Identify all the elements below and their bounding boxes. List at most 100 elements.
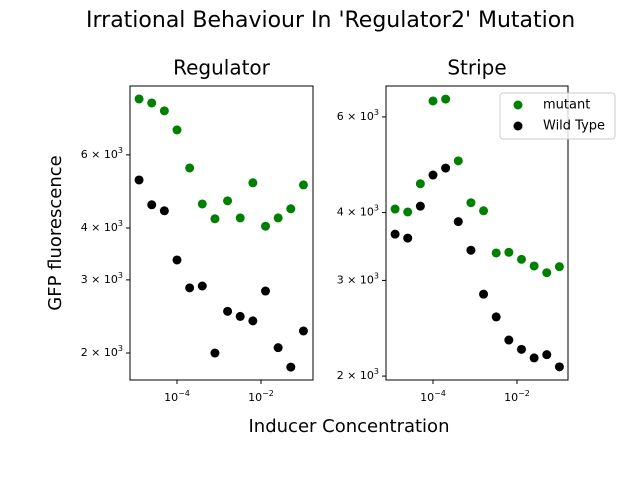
point xyxy=(479,206,489,216)
tick-label-exponent: 3 xyxy=(374,203,379,212)
tick-label-base: 2 × 10 xyxy=(337,369,374,382)
legend-box xyxy=(499,92,616,140)
legend-label: Wild Type xyxy=(543,119,605,134)
point xyxy=(248,316,258,326)
point xyxy=(529,353,539,363)
point xyxy=(159,106,169,116)
tick-label-exponent: 3 xyxy=(374,271,379,280)
tick-label-base: 4 × 10 xyxy=(81,221,118,234)
point xyxy=(261,286,271,296)
point xyxy=(286,204,296,214)
point xyxy=(159,206,169,216)
x-axis-label: Inducer Concentration xyxy=(249,416,450,437)
tick-label-base: 10 xyxy=(504,391,518,404)
tick-label-exponent: −2 xyxy=(262,389,274,398)
tick-label: 4 × 103 xyxy=(81,218,123,234)
tick-label-base: 10 xyxy=(248,391,262,404)
point xyxy=(185,163,195,173)
point xyxy=(504,335,514,345)
point xyxy=(134,175,144,185)
tick-label: 6 × 103 xyxy=(81,145,123,161)
tick-label-exponent: −4 xyxy=(434,389,446,398)
point xyxy=(542,350,552,360)
tick-label: 10−2 xyxy=(248,389,274,405)
point xyxy=(273,343,283,353)
point xyxy=(415,179,425,189)
point xyxy=(223,306,233,316)
point xyxy=(197,199,207,209)
legend-marker xyxy=(513,121,523,131)
point xyxy=(172,125,182,135)
point xyxy=(286,362,296,372)
point xyxy=(453,156,463,166)
point xyxy=(441,163,451,173)
tick-label-base: 2 × 10 xyxy=(81,346,118,359)
tick-label: 3 × 103 xyxy=(81,270,123,286)
point xyxy=(554,362,564,372)
tick-label-exponent: −2 xyxy=(518,389,530,398)
point xyxy=(223,196,233,206)
y-axis-label: GFP fluorescence xyxy=(45,155,66,310)
point xyxy=(542,268,552,278)
point xyxy=(516,254,526,264)
figure-title: Irrational Behaviour In 'Regulator2' Mut… xyxy=(86,8,575,33)
point xyxy=(390,204,400,214)
point xyxy=(298,180,308,190)
point xyxy=(415,201,425,211)
tick-label: 2 × 103 xyxy=(81,344,123,360)
point xyxy=(491,312,501,322)
tick-label: 2 × 103 xyxy=(337,367,379,383)
point xyxy=(453,217,463,227)
point xyxy=(516,344,526,354)
point xyxy=(428,96,438,106)
tick-label-exponent: 3 xyxy=(118,344,123,353)
tick-label-exponent: 3 xyxy=(118,218,123,227)
tick-label: 10−4 xyxy=(164,389,190,405)
point xyxy=(390,229,400,239)
point xyxy=(466,245,476,255)
plot-frame xyxy=(385,85,569,381)
point xyxy=(172,255,182,265)
legend-marker xyxy=(513,100,523,110)
point xyxy=(273,213,283,223)
point xyxy=(210,348,220,358)
point xyxy=(403,207,413,217)
point xyxy=(554,262,564,272)
tick-label-base: 3 × 10 xyxy=(337,273,374,286)
point xyxy=(403,233,413,243)
tick-label-base: 3 × 10 xyxy=(81,273,118,286)
point xyxy=(235,213,245,223)
tick-label-base: 10 xyxy=(164,391,178,404)
tick-label-exponent: 3 xyxy=(118,145,123,154)
point xyxy=(441,94,451,104)
tick-label-exponent: 3 xyxy=(374,107,379,116)
point xyxy=(466,198,476,208)
point xyxy=(134,94,144,104)
point xyxy=(491,248,501,258)
tick-label-base: 6 × 10 xyxy=(337,110,374,123)
point xyxy=(235,311,245,321)
tick-label: 10−4 xyxy=(420,389,446,405)
tick-label-base: 4 × 10 xyxy=(337,206,374,219)
subplot-title: Stripe xyxy=(447,56,506,80)
point xyxy=(298,326,308,336)
point xyxy=(428,170,438,180)
point xyxy=(479,289,489,299)
point xyxy=(185,283,195,293)
tick-label: 3 × 103 xyxy=(337,271,379,287)
tick-label-exponent: 3 xyxy=(374,367,379,376)
point xyxy=(261,221,271,231)
point xyxy=(147,200,157,210)
legend-label: mutant xyxy=(543,98,590,113)
tick-label: 6 × 103 xyxy=(337,107,379,123)
tick-label-exponent: 3 xyxy=(118,270,123,279)
point xyxy=(147,98,157,108)
point xyxy=(529,261,539,271)
tick-label-exponent: −4 xyxy=(178,389,190,398)
tick-label-base: 10 xyxy=(420,391,434,404)
point xyxy=(504,247,514,257)
plot-frame xyxy=(129,85,314,381)
tick-label: 4 × 103 xyxy=(337,203,379,219)
